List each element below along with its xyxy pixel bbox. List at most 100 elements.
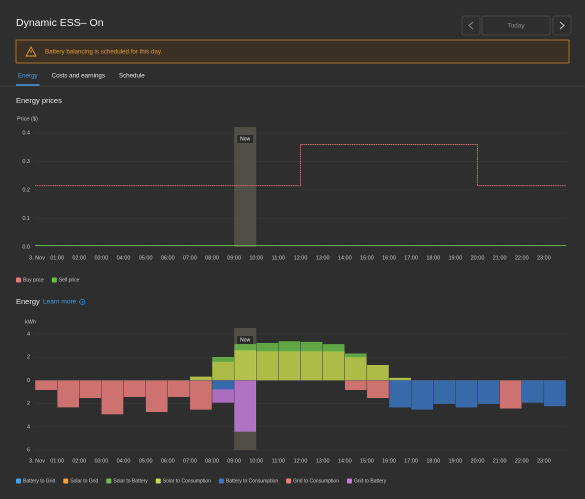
y-tick-label: 0.2 [22, 187, 30, 193]
tab[interactable]: Energy [18, 73, 39, 80]
energy-bar [389, 380, 411, 408]
legend-label: Sell price [59, 277, 80, 283]
next-button[interactable] [552, 15, 572, 36]
y-tick-label: 0.4 [22, 130, 30, 136]
section-title: Energy prices [16, 96, 62, 105]
legend-label: Battery to Grid [23, 478, 55, 484]
energy-bar [411, 380, 433, 410]
legend-label: Solar to Grid [70, 478, 98, 484]
x-tick-label: 19:00 [448, 458, 462, 464]
energy-bar [455, 380, 478, 408]
x-tick-label: 17:00 [404, 255, 418, 261]
x-tick-label: 13:00 [316, 458, 330, 464]
legend-swatch [155, 478, 161, 484]
x-tick-label: 02:00 [72, 255, 86, 261]
x-tick-label: 13:00 [316, 255, 330, 261]
energy-bar [522, 380, 544, 403]
date-button[interactable]: Today [481, 15, 551, 36]
x-tick-label: 03:00 [94, 458, 108, 464]
legend-swatch [218, 478, 224, 484]
energy-bar [57, 380, 79, 408]
x-tick-label: 16:00 [382, 458, 396, 464]
x-tick-label: 04:00 [117, 255, 131, 261]
energy-bar [35, 380, 57, 390]
warning-icon [25, 46, 37, 57]
energy-bar [234, 380, 256, 432]
y-tick-label: 2 [27, 355, 30, 361]
x-tick-label: 11:00 [272, 255, 285, 261]
x-tick-label: 18:00 [426, 458, 440, 464]
energy-bar [123, 380, 146, 397]
energy-bar [278, 351, 301, 381]
y-tick-label: 2 [27, 401, 30, 407]
energy-bar [234, 344, 256, 351]
x-tick-label: 08:00 [205, 255, 219, 261]
energy-bar [477, 380, 500, 404]
x-tick-label: 05:00 [139, 255, 153, 261]
tabs: Energy Costs and earnings Schedule [16, 73, 145, 86]
prev-button[interactable] [461, 15, 481, 36]
energy-bar [101, 380, 124, 415]
energy-bar [190, 376, 212, 381]
y-tick-label: 0.1 [22, 216, 30, 222]
x-tick-label: 20:00 [471, 255, 485, 261]
energy-bar [367, 380, 389, 398]
x-tick-label: 18:00 [426, 255, 440, 261]
y-axis-label: kWh [25, 319, 36, 325]
legend-swatch [16, 277, 21, 283]
x-tick-label: 01:00 [50, 255, 64, 261]
energy-bar [544, 380, 566, 407]
energy-bar [190, 380, 212, 410]
energy-bar [322, 351, 345, 381]
x-tick-label: 10:00 [249, 458, 263, 464]
x-tick-label: 17:00 [404, 458, 418, 464]
energy-bar [212, 389, 234, 403]
alert-text: Battery balancing is scheduled for this … [45, 49, 162, 56]
next-icon [559, 21, 565, 30]
energy-bar [212, 361, 234, 381]
date-button-box[interactable] [481, 15, 551, 36]
x-tick-label: 04:00 [117, 458, 131, 464]
legend-swatch [16, 478, 21, 484]
x-tick-label: 06:00 [161, 255, 175, 261]
x-tick-label: 21:00 [493, 458, 507, 464]
x-tick-label: 22:00 [515, 458, 529, 464]
energy-bar [79, 380, 102, 398]
legend-label: Solar to Battery [113, 478, 148, 484]
y-axis-label: Price ($) [17, 116, 38, 122]
legend-swatch [346, 478, 352, 484]
x-tick-label: 15:00 [360, 255, 374, 261]
x-tick-label: 07:00 [183, 255, 197, 261]
tab[interactable]: Schedule [119, 73, 145, 80]
legend-swatch [51, 277, 57, 283]
learn-more-link[interactable]: Learn more [43, 299, 77, 306]
energy-bar [212, 380, 234, 390]
energy-bar [256, 343, 279, 352]
x-tick-label: 3. Nov [29, 458, 45, 464]
prev-button-box[interactable] [461, 15, 481, 36]
energy-bar [168, 380, 190, 397]
tab[interactable]: Costs and earnings [52, 73, 105, 80]
y-tick-label: 0 [27, 378, 30, 384]
next-button-box[interactable] [552, 15, 572, 36]
now-badge [237, 135, 254, 143]
alert-box [15, 39, 570, 64]
energy-bar [367, 365, 389, 381]
info-icon [79, 299, 86, 305]
legend-label: Grid to Consumption [293, 478, 339, 484]
date-button-label[interactable]: Today [507, 23, 525, 30]
energy-bar [499, 380, 522, 409]
energy-bar [345, 380, 367, 390]
legend-swatch [106, 478, 112, 484]
x-tick-label: 12:00 [294, 458, 308, 464]
x-tick-label: 11:00 [272, 458, 285, 464]
x-tick-label: 14:00 [338, 458, 352, 464]
now-band [234, 127, 257, 247]
x-tick-label: 23:00 [537, 458, 551, 464]
x-tick-label: 01:00 [50, 458, 64, 464]
energy-bar [300, 341, 323, 352]
x-tick-label: 06:00 [161, 458, 175, 464]
x-tick-label: 08:00 [205, 458, 219, 464]
